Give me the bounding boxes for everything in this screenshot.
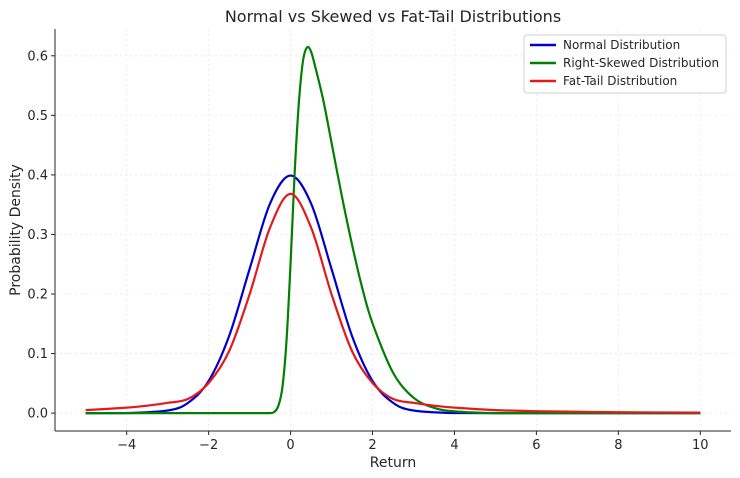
x-tick-label: 10: [692, 438, 709, 453]
x-tick-label: 6: [532, 438, 540, 453]
y-tick-label: 0.6: [27, 49, 48, 64]
x-ticks: −4 −2 0 2 4 6 8 10: [117, 431, 709, 453]
series-group: [85, 45, 701, 415]
x-tick-label: −4: [117, 438, 136, 453]
x-tick-label: 2: [368, 438, 376, 453]
series-fat-tail: [85, 192, 701, 414]
x-tick-label: 4: [450, 438, 458, 453]
y-tick-label: 0.2: [27, 288, 48, 303]
y-tick-label: 0.0: [27, 407, 48, 422]
legend-label-normal: Normal Distribution: [563, 38, 680, 52]
y-tick-label: 0.4: [27, 168, 48, 183]
x-tick-label: 0: [286, 438, 294, 453]
legend: Normal Distribution Right-Skewed Distrib…: [523, 34, 727, 94]
y-tick-label: 0.3: [27, 228, 48, 243]
series-right-skewed: [85, 45, 701, 415]
y-tick-label: 0.1: [27, 347, 48, 362]
y-tick-label: 0.5: [27, 109, 48, 124]
y-axis-label: Probability Density: [8, 164, 24, 296]
legend-label-fat-tail: Fat-Tail Distribution: [563, 74, 677, 88]
legend-box: [523, 34, 727, 94]
x-tick-label: 8: [614, 438, 622, 453]
legend-label-right-skewed: Right-Skewed Distribution: [563, 56, 719, 70]
x-tick-label: −2: [199, 438, 218, 453]
x-axis-label: Return: [370, 455, 416, 471]
y-ticks: 0.0 0.1 0.2 0.3 0.4 0.5 0.6: [27, 49, 55, 422]
series-normal: [85, 174, 701, 415]
grid: [55, 29, 731, 431]
chart-title: Normal vs Skewed vs Fat-Tail Distributio…: [225, 7, 561, 26]
